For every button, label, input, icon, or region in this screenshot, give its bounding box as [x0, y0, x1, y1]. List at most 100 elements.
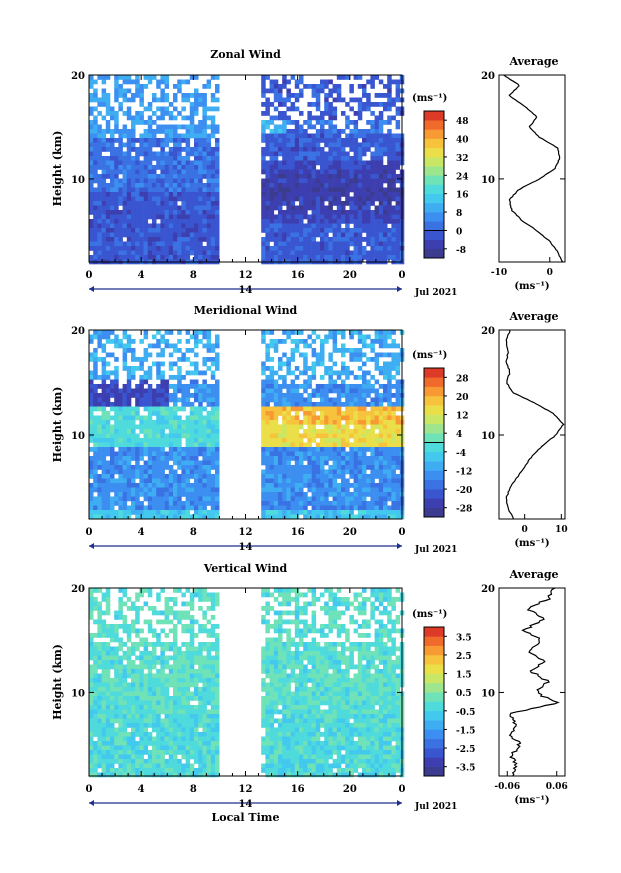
heatmap-cell: [215, 379, 220, 385]
heatmap-cell: [105, 124, 111, 130]
heatmap-cell: [118, 483, 123, 488]
colorbar-swatch: [424, 239, 444, 250]
heatmap-cell: [391, 447, 396, 452]
heatmap-cell: [387, 183, 392, 188]
heatmap-cell: [307, 384, 312, 389]
heatmap-cell: [185, 505, 191, 511]
heatmap-cell: [320, 420, 325, 425]
heatmap-cell: [105, 397, 111, 403]
heatmap-cell: [349, 352, 354, 358]
heatmap-cell: [164, 205, 170, 211]
heatmap-cell: [114, 183, 119, 188]
heatmap-cell: [345, 456, 350, 461]
heatmap-cell: [269, 133, 275, 139]
heatmap-cell: [299, 492, 304, 497]
heatmap-cell: [156, 406, 161, 412]
heatmap-cell: [173, 192, 178, 197]
heatmap-cell: [366, 388, 371, 394]
heatmap-cell: [311, 406, 317, 412]
heatmap-cell: [194, 151, 199, 157]
heatmap-cell: [135, 183, 140, 188]
heatmap-cell: [210, 133, 216, 139]
heatmap-cell: [215, 97, 220, 103]
heatmap-cell: [366, 456, 371, 461]
heatmap-cell: [210, 478, 216, 484]
heatmap-cell: [173, 393, 178, 398]
heatmap-cell: [387, 160, 392, 166]
heatmap-cell: [387, 330, 392, 335]
heatmap-cell: [126, 237, 132, 242]
heatmap-cell: [265, 510, 270, 515]
heatmap-cell: [328, 469, 333, 475]
heatmap-cell: [139, 469, 144, 475]
heatmap-cell: [185, 241, 191, 247]
heatmap-cell: [215, 487, 220, 493]
heatmap-cell: [206, 501, 212, 506]
heatmap-cell: [101, 178, 107, 184]
heatmap-cell: [143, 348, 149, 353]
heatmap-cell: [215, 151, 220, 157]
heatmap-cell: [378, 124, 384, 130]
colorbar-swatch: [424, 470, 444, 481]
heatmap-cell: [366, 232, 371, 238]
heatmap-cell: [126, 142, 132, 148]
heatmap-cell: [210, 201, 216, 206]
heatmap-cell: [278, 183, 283, 188]
heatmap-cell: [126, 510, 132, 515]
heatmap-cell: [324, 487, 329, 493]
heatmap-cell: [164, 210, 170, 215]
heatmap-cell: [185, 460, 191, 466]
heatmap-cell: [286, 483, 291, 488]
heatmap-cell: [97, 330, 102, 335]
heatmap-cell: [97, 664, 102, 670]
heatmap-cell: [185, 250, 191, 256]
heatmap-cell: [173, 250, 178, 256]
heatmap-cell: [349, 402, 354, 407]
heatmap-cell: [114, 343, 119, 349]
heatmap-cell: [336, 228, 342, 233]
heatmap-cell: [114, 655, 119, 661]
heatmap-cell: [210, 361, 216, 367]
heatmap-cell: [395, 255, 401, 260]
heatmap-cell: [215, 147, 220, 152]
heatmap-cell: [278, 232, 283, 238]
heatmap-cell: [122, 97, 128, 103]
heatmap-cell: [139, 465, 144, 470]
heatmap-cell: [194, 483, 199, 488]
heatmap-cell: [105, 682, 111, 688]
heatmap-cell: [315, 228, 321, 233]
heatmap-cell: [383, 460, 388, 466]
heatmap-cell: [324, 156, 329, 161]
heatmap-cell: [164, 402, 170, 407]
heatmap-cell: [198, 384, 203, 389]
heatmap-cell: [391, 205, 396, 211]
heatmap-cell: [387, 237, 392, 242]
heatmap-cell: [282, 201, 287, 206]
heatmap-cell: [97, 237, 102, 242]
heatmap-cell: [320, 255, 325, 260]
heatmap-cell: [311, 429, 317, 434]
heatmap-cell: [362, 228, 367, 233]
heatmap-cell: [299, 142, 304, 148]
heatmap-cell: [97, 433, 102, 439]
heatmap-cell: [391, 219, 396, 224]
heatmap-cell: [126, 232, 132, 238]
heatmap-cell: [97, 429, 102, 434]
heatmap-cell: [366, 79, 371, 85]
heatmap-cell: [89, 75, 94, 80]
heatmap-cell: [357, 147, 363, 152]
heatmap-cell: [336, 151, 342, 157]
heatmap-cell: [194, 156, 199, 161]
heatmap-cell: [93, 201, 98, 206]
heatmap-cell: [269, 160, 275, 166]
heatmap-cell: [328, 151, 333, 157]
heatmap-cell: [336, 165, 342, 170]
heatmap-cell: [152, 192, 157, 197]
heatmap-cell: [366, 97, 371, 103]
heatmap-cell: [206, 460, 212, 466]
heatmap-cell: [194, 501, 199, 506]
heatmap-cell: [286, 370, 291, 376]
heatmap-cell: [118, 237, 123, 242]
heatmap-cell: [315, 142, 321, 148]
heatmap-cell: [105, 237, 111, 242]
